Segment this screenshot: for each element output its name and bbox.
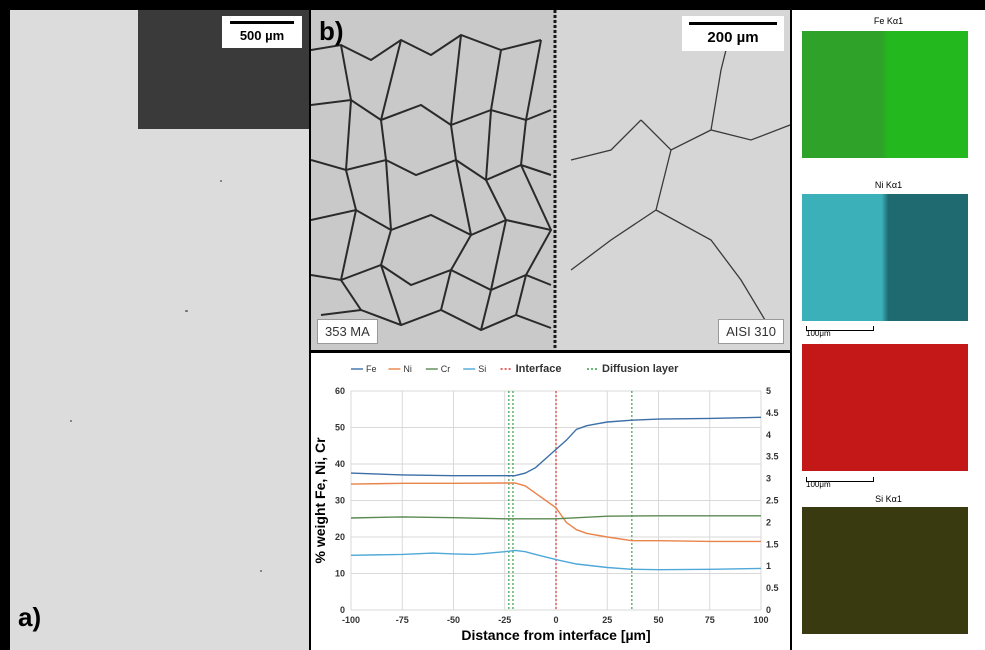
y2-tick-label: 5 xyxy=(766,386,771,396)
composition-chart-panel: 0 10 20 30 40 50 60 0 0.5 1 1.5 2 2.5 3 3.5 4 4.5 5 -100 -7… xyxy=(311,353,790,650)
map-title-fe: Fe Kα1 xyxy=(873,16,904,26)
y-tick-label: 50 xyxy=(335,423,345,433)
series-line-cr xyxy=(350,515,761,520)
series-line-fe xyxy=(350,416,762,477)
x-tick-label: -75 xyxy=(396,615,409,625)
y-tick-label: 30 xyxy=(335,496,345,506)
legend-label: Diffusion layer xyxy=(602,363,679,375)
x-tick-label: 50 xyxy=(653,615,663,625)
y-tick-label: 0 xyxy=(340,605,345,615)
grain-structure xyxy=(311,10,790,350)
y2-tick-label: 2.5 xyxy=(766,496,779,506)
eds-maps-panel: Fe Kα1 100μm Ni Kα1 100μm 100μm Si Kα1 1… xyxy=(792,10,985,650)
eds-map-fe xyxy=(802,31,968,158)
y2-tick-label: 3 xyxy=(766,474,771,484)
x-tick-label: -50 xyxy=(447,615,460,625)
speck xyxy=(185,310,188,312)
eds-map-ni xyxy=(802,194,968,321)
x-tick-label: -100 xyxy=(342,615,360,625)
y-tick-label: 60 xyxy=(335,386,345,396)
y-axis-label: % weight Fe, Ni, Cr xyxy=(312,437,328,564)
legend-label: Ni xyxy=(403,364,412,374)
eds-map-cr xyxy=(802,344,968,471)
series-line-ni xyxy=(350,482,761,543)
y2-tick-label: 2 xyxy=(766,517,771,527)
map-scale-si: 100μm xyxy=(806,639,874,650)
scale-bar-a: 500 µm xyxy=(222,16,302,48)
legend-label: Cr xyxy=(441,364,451,374)
micrograph-panel-a: 500 µm a) xyxy=(10,10,309,650)
y2-tick-label: 4.5 xyxy=(766,408,779,418)
speck xyxy=(260,570,262,572)
y2-tick-label: 4 xyxy=(766,430,771,440)
map-scale-fe: 100μm xyxy=(806,163,874,175)
series-line-si xyxy=(350,549,762,571)
y-tick-label: 10 xyxy=(335,569,345,579)
x-tick-label: -25 xyxy=(498,615,511,625)
y-tick-label: 20 xyxy=(335,532,345,542)
x-tick-label: 75 xyxy=(705,615,715,625)
y2-tick-label: 3.5 xyxy=(766,452,779,462)
map-title-si: Si Kα1 xyxy=(875,494,902,504)
sample-label-left: 353 MA xyxy=(317,319,378,344)
y-tick-label: 40 xyxy=(335,459,345,469)
legend-label: Fe xyxy=(366,364,377,374)
legend-label: Interface xyxy=(516,363,562,375)
composition-chart: 0 10 20 30 40 50 60 0 0.5 1 1.5 2 2.5 3 3.5 4 4.5 5 -100 -7… xyxy=(312,363,779,643)
panel-letter-a: a) xyxy=(18,602,42,632)
map-scale-cr: 100μm xyxy=(806,477,874,489)
speck xyxy=(70,420,72,422)
micrograph-panel-b: b) 200 µm 353 MA AISI 310 xyxy=(311,10,790,350)
x-tick-label: 0 xyxy=(553,615,558,625)
scale-bar-label: 500 µm xyxy=(239,28,285,43)
y2-tick-label: 1 xyxy=(766,561,771,571)
eds-map-si xyxy=(802,507,968,634)
scale-bar-line xyxy=(689,21,777,25)
map-scale-ni: 100μm xyxy=(806,326,874,338)
scale-bar-label: 200 µm xyxy=(707,28,759,46)
x-tick-label: 25 xyxy=(602,615,612,625)
scale-bar-b: 200 µm xyxy=(682,16,784,51)
y2-tick-label: 0.5 xyxy=(766,583,779,593)
sample-label-right: AISI 310 xyxy=(718,319,784,344)
x-axis-label: Distance from interface [µm] xyxy=(461,627,650,643)
map-title-ni: Ni Kα1 xyxy=(874,180,903,190)
panel-letter-b: b) xyxy=(319,16,344,46)
scale-bar-line xyxy=(230,21,294,24)
y2-tick-label: 0 xyxy=(766,605,771,615)
y2-tick-label: 1.5 xyxy=(766,539,779,549)
speck xyxy=(220,180,222,182)
legend-label: Si xyxy=(478,364,486,374)
x-tick-label: 100 xyxy=(753,615,768,625)
